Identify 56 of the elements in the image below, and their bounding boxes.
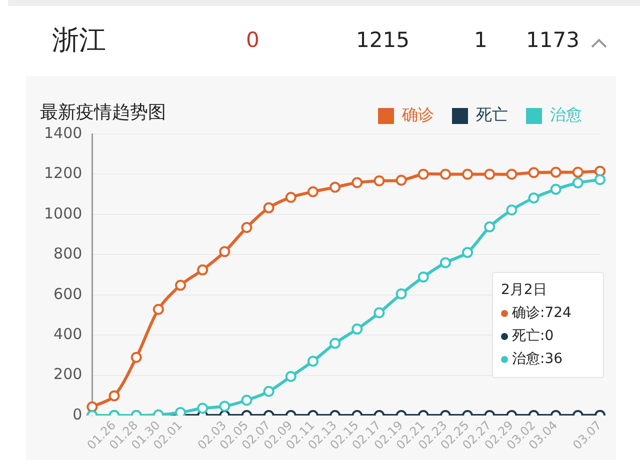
point: [330, 338, 341, 349]
point: [506, 168, 518, 180]
point: [241, 222, 252, 234]
point: [550, 184, 562, 195]
point: [506, 204, 518, 216]
point: [396, 174, 407, 186]
y-tick-label: 200: [54, 365, 82, 384]
point: [462, 246, 474, 258]
annotation: 确诊:724: [512, 305, 572, 321]
point: [594, 166, 606, 177]
y-tick-label: 1200: [44, 164, 82, 182]
y-tick-label: 600: [54, 284, 82, 303]
point: [528, 192, 540, 204]
point: [330, 182, 341, 193]
text: 0: [246, 28, 260, 52]
y-tick-label: 400: [54, 324, 82, 343]
chart-subtitle: 最新疫情趋势图: [40, 101, 166, 124]
point: [263, 202, 274, 214]
point: [484, 168, 496, 180]
point: [440, 168, 451, 180]
point: [418, 271, 429, 282]
point: [152, 304, 164, 315]
text: 1173: [526, 28, 580, 52]
y-tick-label: 1000: [44, 204, 82, 222]
point: [219, 246, 230, 258]
legend-label: 确诊: [401, 105, 434, 124]
point: [594, 174, 606, 186]
point: [462, 168, 474, 180]
point: [418, 168, 429, 180]
point: [174, 407, 186, 416]
text: 1: [474, 28, 488, 52]
point: [484, 221, 496, 232]
annotation: 治愈:36: [512, 351, 563, 367]
point: [307, 186, 318, 198]
annotation: 死亡:0: [512, 328, 554, 344]
y-tick-label: 1400: [44, 124, 82, 142]
legend-label: 治愈: [550, 105, 582, 124]
legend-label: 死亡: [476, 105, 508, 124]
point: [352, 177, 363, 188]
y-tick-label: 800: [54, 244, 82, 263]
point: [528, 167, 540, 178]
point: [396, 288, 407, 300]
point: [374, 307, 385, 318]
chart-title: 浙江: [52, 24, 106, 58]
point: [572, 166, 584, 178]
point: [440, 257, 451, 268]
annotation: 2月2日: [501, 282, 547, 298]
point: [572, 177, 584, 188]
text: 1215: [356, 28, 410, 52]
point: [550, 166, 562, 178]
point: [130, 352, 142, 363]
point: [197, 264, 208, 276]
point: [174, 280, 186, 291]
point: [285, 192, 296, 203]
y-tick-label: 0: [72, 405, 82, 424]
point: [374, 175, 385, 186]
